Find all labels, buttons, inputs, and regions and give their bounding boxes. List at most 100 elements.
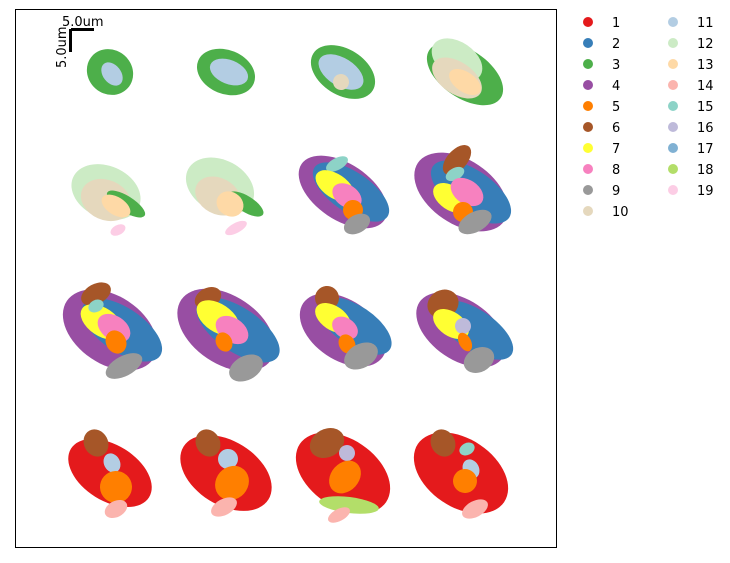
section-15 bbox=[295, 428, 391, 523]
legend-marker-14 bbox=[668, 80, 678, 90]
scale-bar-y-label: 5.0um bbox=[55, 26, 70, 68]
region-cluster-16 bbox=[455, 318, 471, 334]
region-cluster-5 bbox=[215, 332, 233, 352]
legend-item-7: 7 bbox=[583, 142, 620, 157]
legend-marker-10 bbox=[583, 206, 593, 216]
legend-marker-12 bbox=[668, 38, 678, 48]
section-9 bbox=[62, 282, 163, 379]
legend-marker-4 bbox=[583, 80, 593, 90]
legend-label-13: 13 bbox=[697, 58, 714, 73]
legend-label-1: 1 bbox=[612, 16, 620, 31]
region-cluster-19 bbox=[110, 224, 126, 236]
region-cluster-9 bbox=[463, 347, 495, 373]
section-1 bbox=[86, 49, 134, 95]
region-cluster-6 bbox=[309, 428, 345, 458]
legend-marker-3 bbox=[583, 59, 593, 69]
region-cluster-6 bbox=[195, 429, 221, 457]
section-4 bbox=[426, 38, 504, 106]
legend-item-4: 4 bbox=[583, 79, 620, 94]
region-cluster-19 bbox=[225, 220, 247, 236]
legend-marker-5 bbox=[583, 101, 593, 111]
section-11 bbox=[299, 286, 392, 370]
region-cluster-13 bbox=[216, 191, 244, 217]
legend-label-9: 9 bbox=[612, 184, 620, 199]
legend-label-10: 10 bbox=[612, 205, 629, 220]
region-cluster-5 bbox=[215, 465, 249, 501]
region-cluster-9 bbox=[458, 209, 492, 235]
section-2 bbox=[196, 48, 256, 96]
region-cluster-6 bbox=[442, 145, 472, 175]
legend-marker-2 bbox=[583, 38, 593, 48]
region-cluster-11 bbox=[218, 449, 238, 469]
region-cluster-15 bbox=[88, 299, 104, 313]
legend-marker-8 bbox=[583, 164, 593, 174]
legend-item-10: 10 bbox=[583, 205, 629, 220]
region-cluster-14 bbox=[211, 497, 237, 517]
legend-label-16: 16 bbox=[697, 121, 714, 136]
legend-marker-9 bbox=[583, 185, 593, 195]
region-cluster-13 bbox=[101, 194, 131, 218]
section-5 bbox=[71, 164, 146, 236]
region-cluster-11 bbox=[103, 453, 121, 473]
section-7 bbox=[298, 155, 390, 235]
region-cluster-9 bbox=[344, 342, 378, 370]
region-cluster-5 bbox=[453, 469, 477, 493]
legend-item-17: 17 bbox=[668, 142, 714, 157]
legend-label-19: 19 bbox=[697, 184, 714, 199]
legend-label-14: 14 bbox=[697, 79, 714, 94]
legend-item-5: 5 bbox=[583, 100, 620, 115]
legend-marker-11 bbox=[668, 17, 678, 27]
region-cluster-13 bbox=[449, 68, 481, 96]
region-cluster-15 bbox=[445, 166, 465, 182]
legend-item-11: 11 bbox=[668, 16, 714, 31]
region-cluster-15 bbox=[326, 156, 348, 172]
region-cluster-14 bbox=[328, 507, 350, 523]
legend-marker-7 bbox=[583, 143, 593, 153]
legend-item-12: 12 bbox=[668, 37, 714, 52]
legend-item-15: 15 bbox=[668, 100, 714, 115]
region-cluster-14 bbox=[462, 499, 488, 519]
region-cluster-16 bbox=[339, 445, 355, 461]
section-10 bbox=[177, 286, 280, 382]
region-cluster-6 bbox=[83, 429, 109, 457]
legend-item-18: 18 bbox=[668, 163, 714, 178]
region-cluster-8 bbox=[332, 316, 358, 340]
legend-item-1: 1 bbox=[583, 16, 620, 31]
legend-item-3: 3 bbox=[583, 58, 620, 73]
legend-label-6: 6 bbox=[612, 121, 620, 136]
legend-marker-6 bbox=[583, 122, 593, 132]
region-cluster-14 bbox=[104, 499, 128, 519]
region-cluster-11 bbox=[318, 54, 364, 90]
section-6 bbox=[185, 157, 264, 236]
region-cluster-5 bbox=[100, 471, 132, 503]
legend-marker-16 bbox=[668, 122, 678, 132]
legend-label-4: 4 bbox=[612, 79, 620, 94]
sections-area bbox=[62, 38, 514, 523]
legend-item-14: 14 bbox=[668, 79, 714, 94]
region-cluster-9 bbox=[229, 354, 263, 382]
region-cluster-9 bbox=[343, 213, 371, 235]
legend-label-5: 5 bbox=[612, 100, 620, 115]
section-8 bbox=[414, 145, 512, 235]
region-cluster-6 bbox=[430, 429, 456, 457]
section-13 bbox=[68, 429, 152, 519]
legend-label-11: 11 bbox=[697, 16, 714, 31]
scale-bar: 5.0um 5.0um bbox=[55, 15, 104, 68]
legend-item-13: 13 bbox=[668, 58, 714, 73]
region-cluster-11 bbox=[101, 62, 123, 86]
legend-item-8: 8 bbox=[583, 163, 620, 178]
legend-marker-13 bbox=[668, 59, 678, 69]
legend-marker-18 bbox=[668, 164, 678, 174]
section-12 bbox=[416, 289, 514, 373]
section-14 bbox=[180, 429, 272, 517]
section-3 bbox=[310, 45, 376, 99]
scale-bar-x-label: 5.0um bbox=[62, 15, 104, 30]
region-cluster-8 bbox=[450, 177, 484, 207]
legend-item-9: 9 bbox=[583, 184, 620, 199]
region-cluster-18 bbox=[319, 496, 379, 514]
legend-label-18: 18 bbox=[697, 163, 714, 178]
legend-marker-19 bbox=[668, 185, 678, 195]
legend-marker-1 bbox=[583, 17, 593, 27]
